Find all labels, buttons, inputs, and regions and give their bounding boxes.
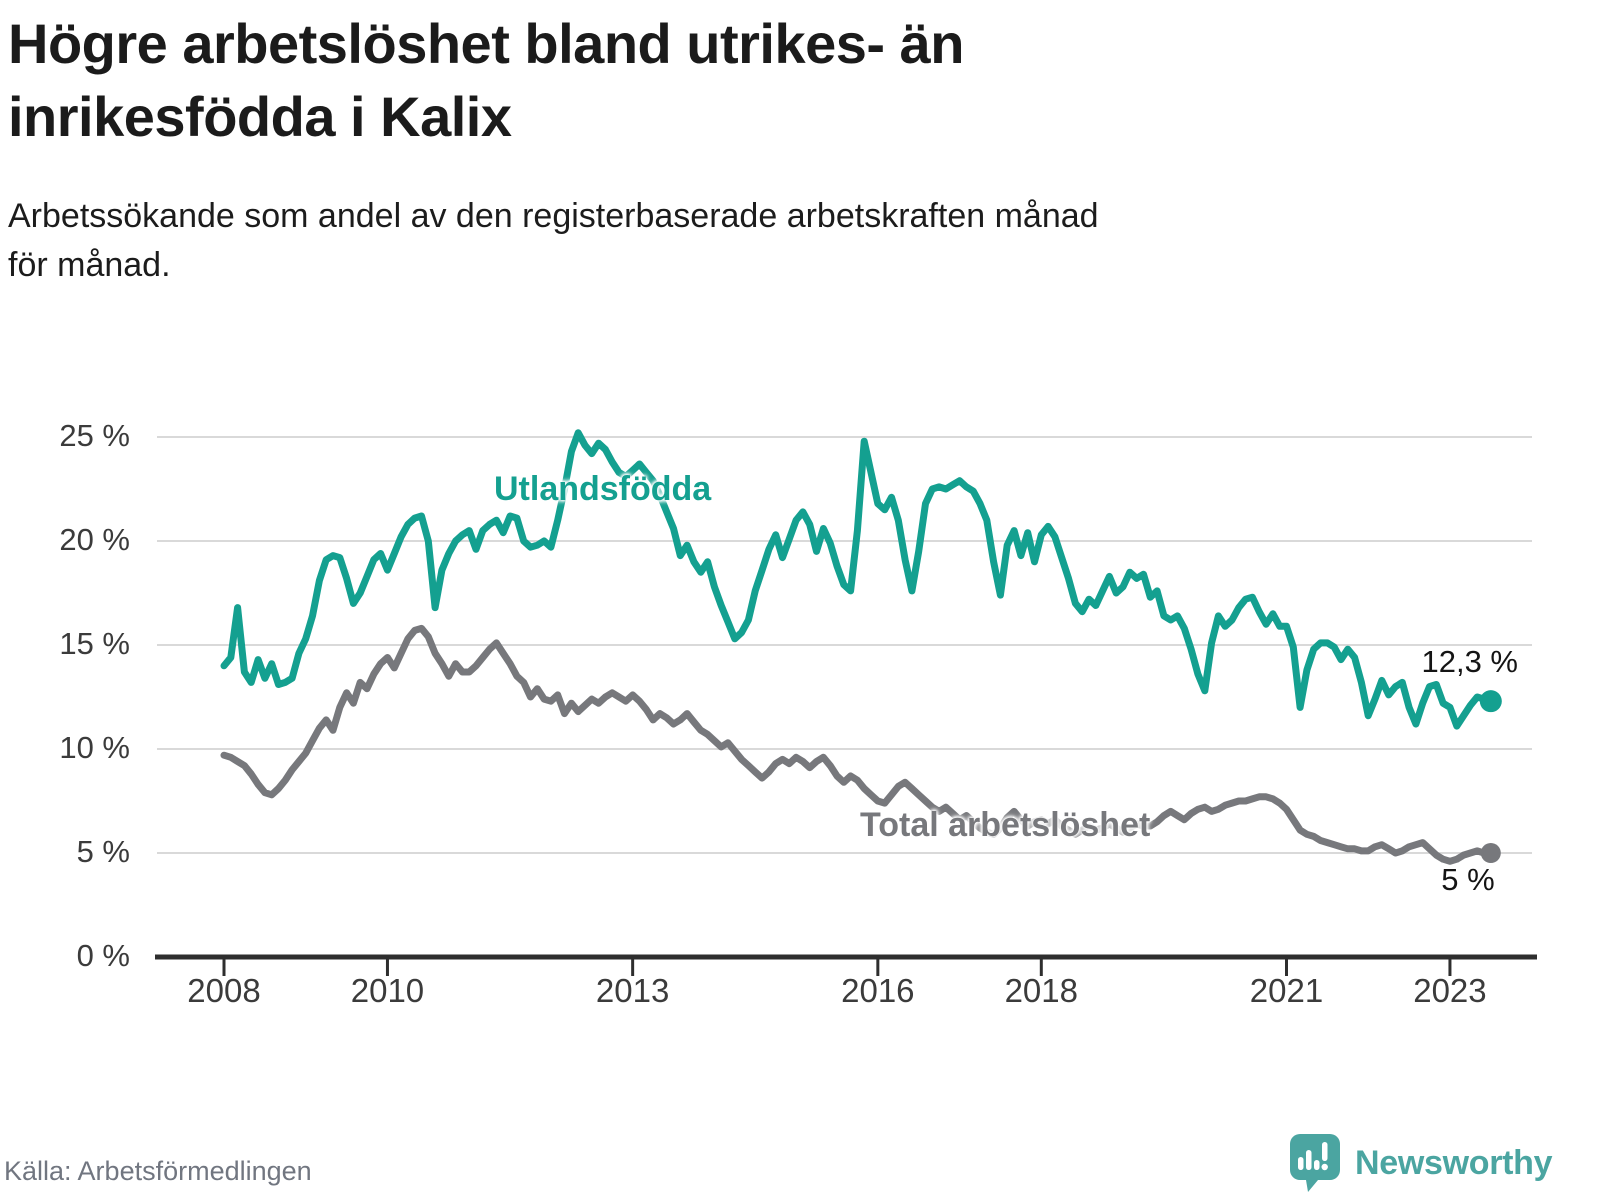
newsworthy-logo: Newsworthy [1289,1133,1553,1193]
source-attribution: Källa: Arbetsförmedlingen [4,1156,312,1186]
newsworthy-logo-text: Newsworthy [1355,1143,1553,1182]
series-line-utlandsfodda [220,429,1495,730]
end-value-label-utlandsfodda: 12,3 % [1421,644,1518,679]
y-axis-label: 25 % [59,418,130,453]
chart-title: Högre arbetslöshet bland utrikes- än inr… [8,12,964,148]
y-axis-label: 15 % [59,626,130,661]
x-axis-label: 2018 [1004,972,1078,1009]
x-axis-label: 2023 [1413,972,1487,1009]
series-end-dot-total [1480,843,1501,863]
x-axis-label: 2013 [595,972,670,1009]
y-axis-label: 5 % [76,834,130,869]
gridlines [157,436,1532,854]
y-axis-label: 0 % [76,938,130,973]
x-axis-ticks [222,958,1452,976]
series-end-dot-utlandsfodda [1479,690,1502,713]
x-axis-label: 2021 [1249,972,1324,1009]
series-line-total [220,624,1495,865]
x-axis-label: 2016 [841,972,915,1009]
newsworthy-logo-icon [1290,1134,1340,1192]
x-axis-label: 2008 [187,972,261,1009]
x-axis-label: 2010 [350,972,425,1009]
y-axis-label: 10 % [59,730,130,765]
series-label-utlandsfodda: Utlandsfödda [494,470,712,508]
chart-subtitle: Arbetssökande som andel av den registerb… [8,197,1099,285]
series-label-total-arbetsloshet: Total arbetslöshet [860,806,1151,844]
y-axis-label: 20 % [59,522,130,557]
end-value-label-total: 5 % [1441,862,1495,897]
